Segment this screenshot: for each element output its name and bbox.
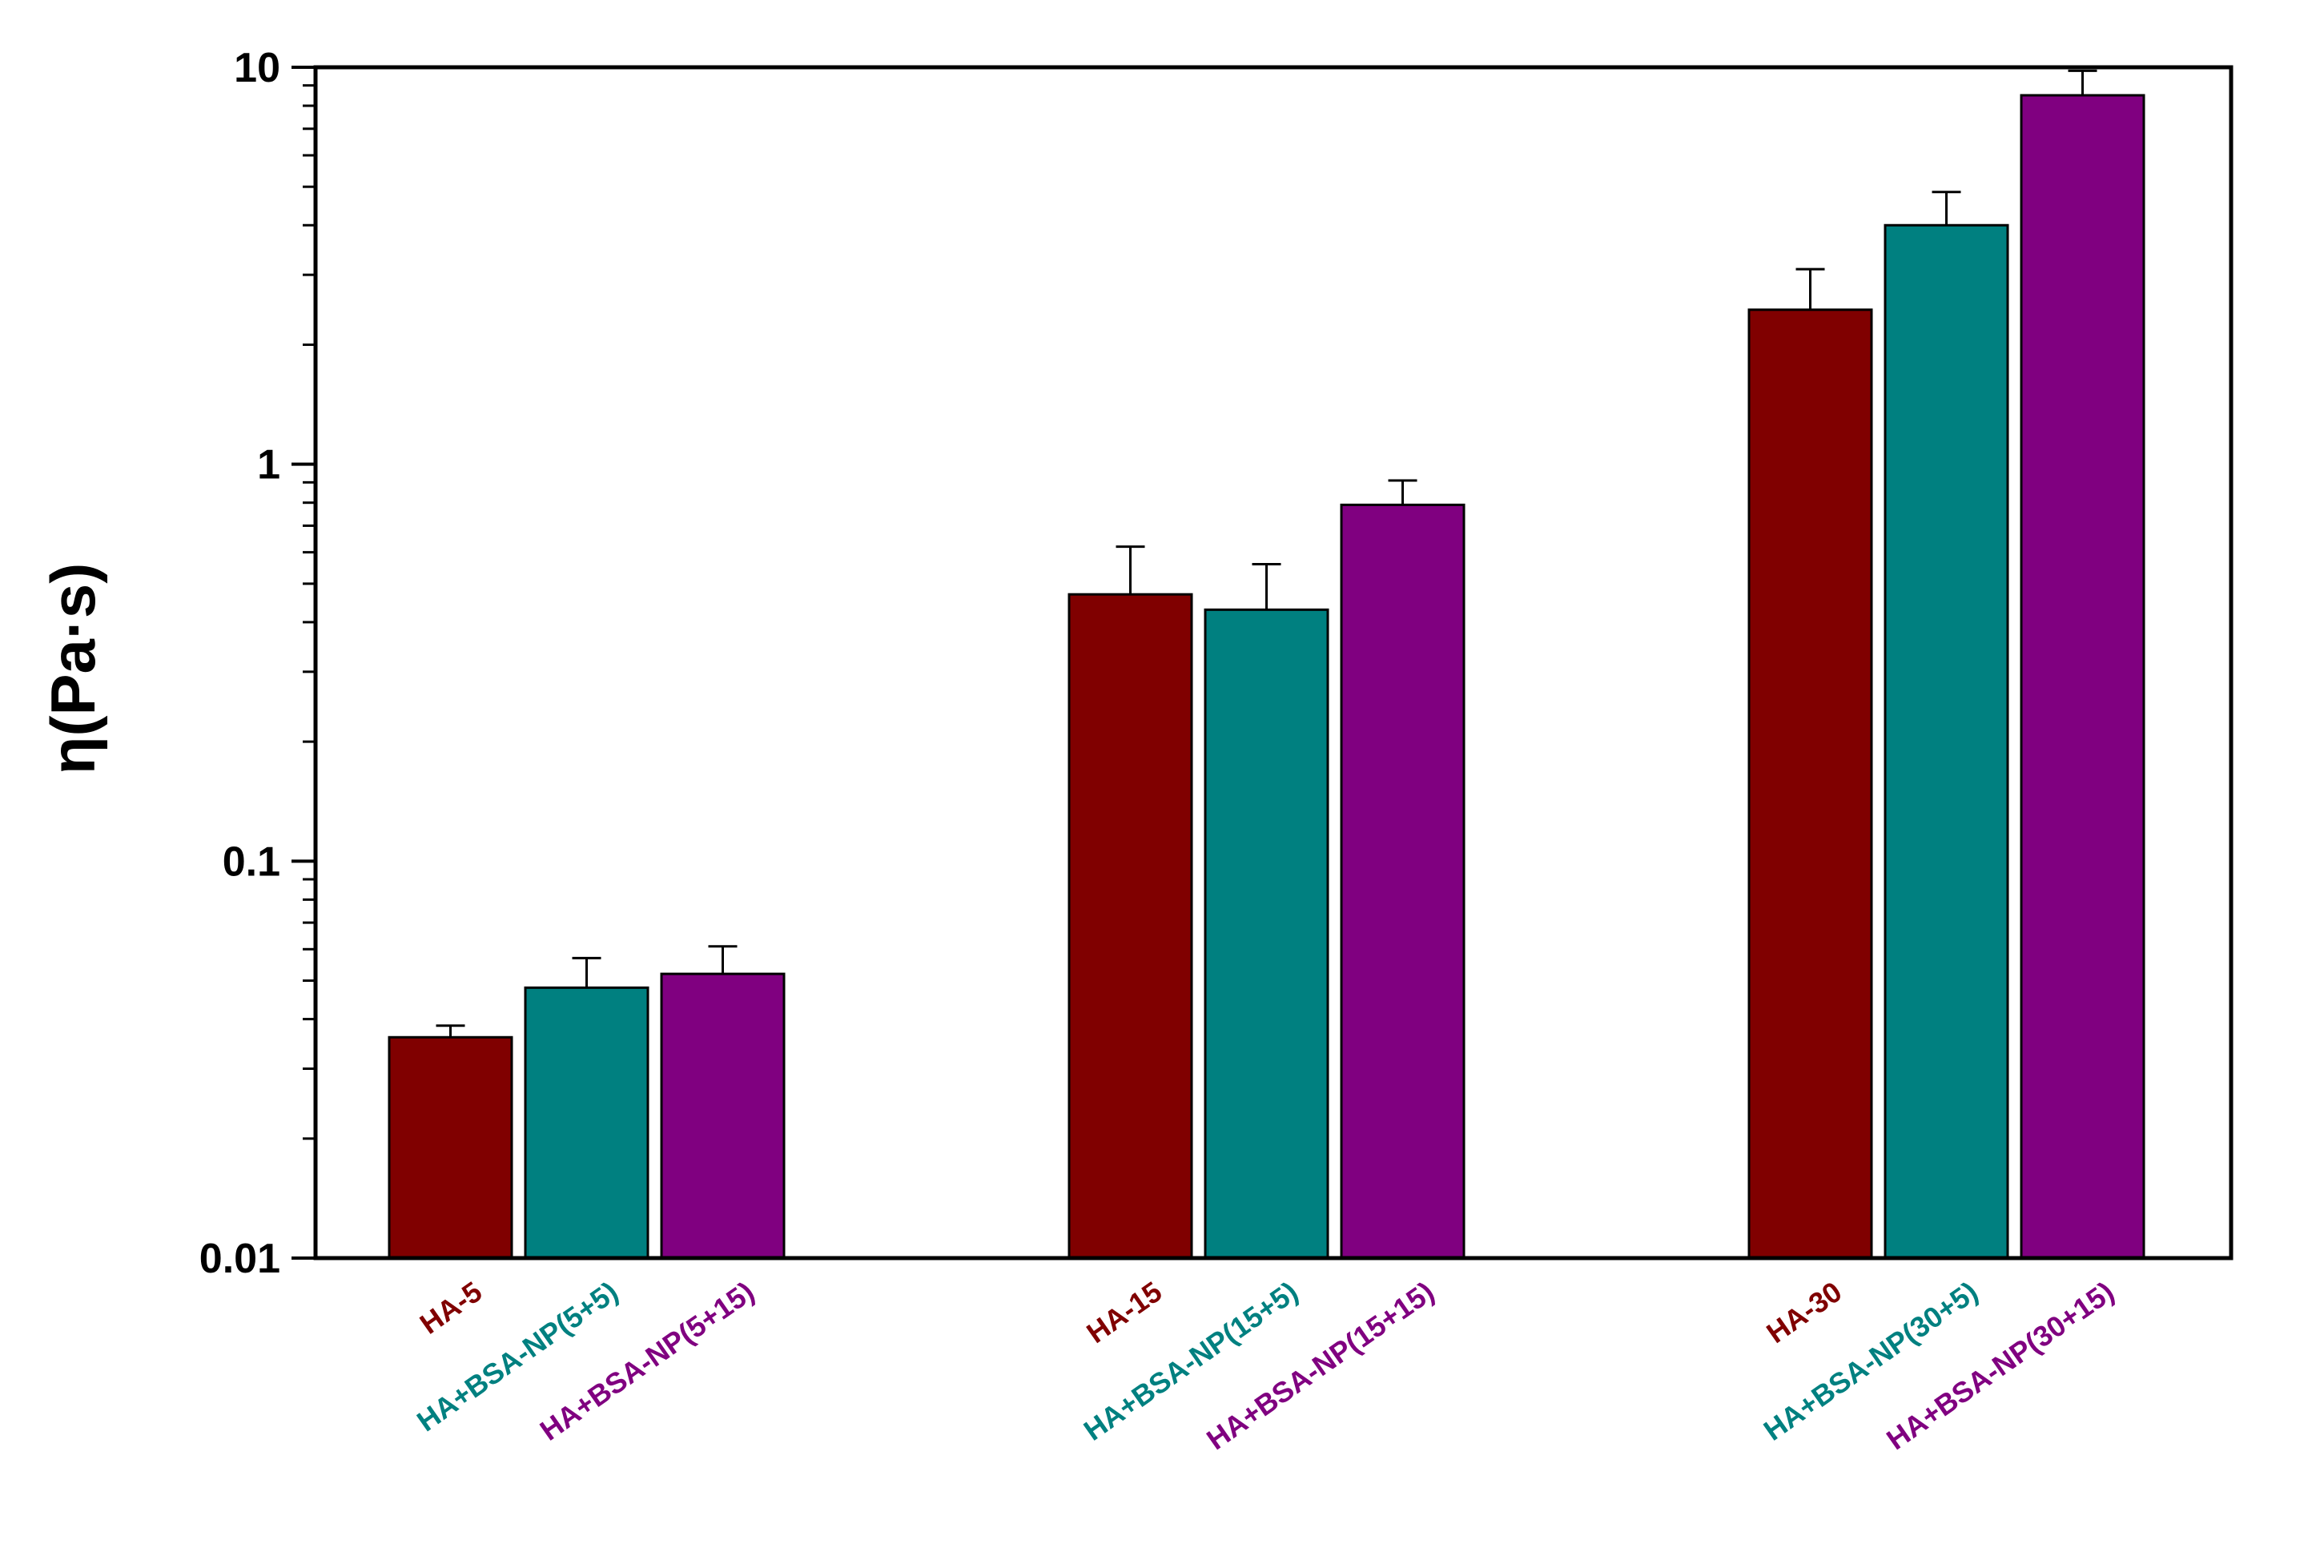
bar	[524, 986, 649, 1260]
bar	[388, 1035, 513, 1260]
y-tick-label: 0.01	[199, 1236, 280, 1282]
bar	[1204, 608, 1329, 1260]
x-tick-label: HA-30	[1760, 1275, 1848, 1349]
y-tick-label: 10	[234, 45, 280, 91]
x-tick-label: HA-15	[1080, 1275, 1168, 1349]
x-tick-label: HA-5	[414, 1275, 488, 1341]
x-tick-label: HA+BSA-NP(15+15)	[1200, 1275, 1440, 1456]
x-tick-label: HA+BSA-NP(30+15)	[1880, 1275, 2120, 1456]
bar	[1884, 223, 2009, 1260]
x-tick-labels: HA-5HA+BSA-NP(5+5)HA+BSA-NP(5+15) HA-15HA…	[411, 1275, 2120, 1456]
y-tick-label: 0.1	[223, 838, 280, 885]
bar	[660, 972, 786, 1260]
chart-marks	[388, 69, 2145, 1260]
bar	[1340, 503, 1466, 1260]
bar	[1747, 308, 1873, 1260]
y-axis: 0.01 0.1 1 10	[199, 45, 316, 1282]
y-tick-label: 1	[257, 442, 280, 488]
plot-frame	[313, 65, 2234, 1260]
y-axis-label: η(Pa·s)	[38, 563, 108, 774]
bar	[1068, 593, 1193, 1260]
bar	[2020, 94, 2145, 1260]
